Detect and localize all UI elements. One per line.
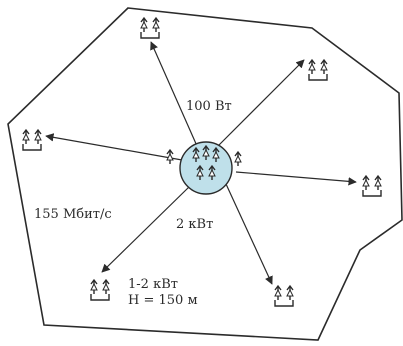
label-center-bottom: 2 кВт [176, 217, 213, 232]
hub-circle [179, 141, 233, 195]
station-right [363, 176, 381, 196]
link-bottom-left [101, 185, 191, 273]
link-right [235, 171, 357, 186]
link-top-right [217, 59, 305, 147]
central-hub [166, 141, 242, 195]
station-left [23, 130, 41, 150]
station-bottom-left [91, 280, 109, 300]
coverage-boundary [7, 7, 403, 341]
hub-antenna-right [234, 151, 242, 167]
link-bottom-right [225, 183, 273, 285]
link-lines [45, 41, 357, 285]
label-height: H = 150 м [128, 293, 198, 308]
station-top [141, 18, 159, 38]
station-top-right [309, 60, 327, 80]
label-center-top: 100 Вт [186, 99, 232, 114]
label-link-rate: 155 Мбит/с [34, 207, 112, 222]
label-remote-power: 1-2 кВт [128, 277, 178, 292]
link-top [150, 41, 198, 147]
station-bottom-right [275, 286, 293, 306]
link-left [45, 133, 183, 161]
